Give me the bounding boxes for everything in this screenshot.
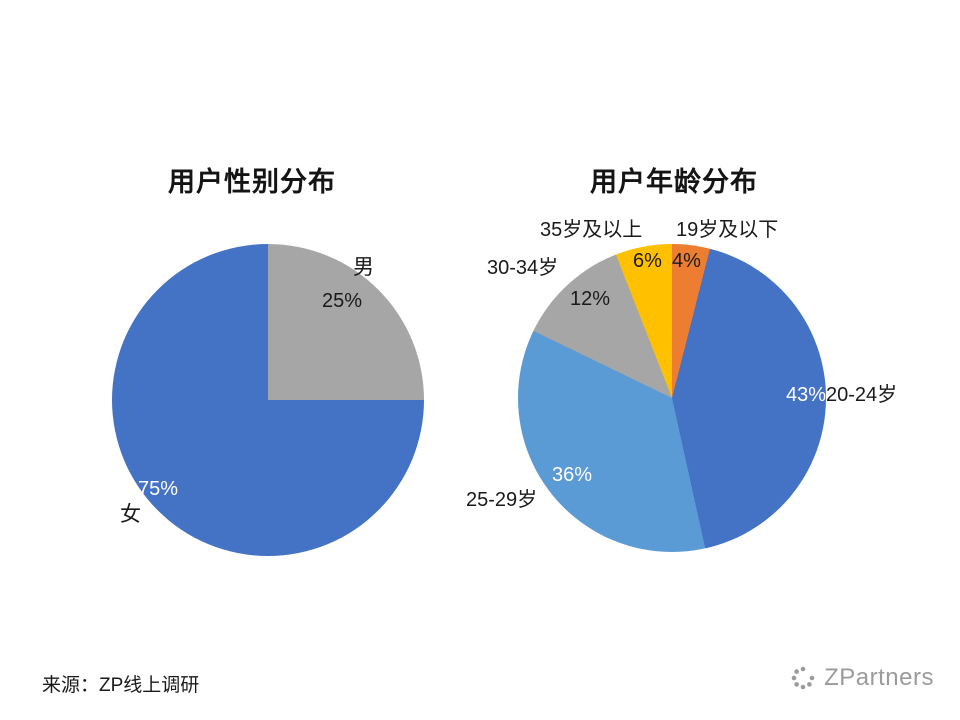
- age-slice-label-under19: 19岁及以下: [676, 219, 779, 241]
- gender-slice-label-female: 女: [120, 503, 141, 526]
- brand-logo: ZPartners: [789, 664, 934, 692]
- age-slice-value-25-29: 36%: [552, 464, 593, 486]
- gender-pie-chart: [112, 244, 424, 556]
- age-slice-label-25-29: 25-29岁: [466, 489, 538, 511]
- age-slice-value-under19: 4%: [672, 250, 701, 272]
- age-slice-label-30-34: 30-34岁: [487, 257, 559, 279]
- age-slice-value-30-34: 12%: [570, 288, 611, 310]
- age-slice-label-35plus: 35岁及以上: [540, 219, 643, 241]
- age-slice-label-20-24: 20-24岁: [826, 384, 898, 406]
- age-pie-chart: [518, 244, 826, 552]
- age-slice-value-20-24: 43%: [786, 384, 827, 406]
- gender-slice-value-male: 25%: [322, 290, 363, 312]
- gender-slice-value-female: 75%: [138, 478, 179, 500]
- age-chart-title: 用户年龄分布: [590, 167, 758, 197]
- dotted-circle-logo-icon: [789, 664, 817, 692]
- brand-name: ZPartners: [824, 664, 934, 691]
- gender-slice-label-male: 男: [353, 256, 374, 279]
- age-slice-value-35plus: 6%: [633, 250, 662, 272]
- source-note: 来源：ZP线上调研: [42, 675, 200, 696]
- gender-chart-title: 用户性别分布: [168, 167, 336, 197]
